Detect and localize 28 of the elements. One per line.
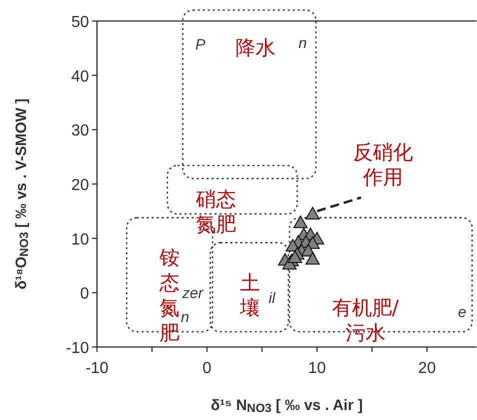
y-tick-label: -10: [66, 340, 90, 357]
point: [293, 216, 308, 228]
point: [288, 250, 302, 263]
annotation: P: [195, 36, 206, 54]
annotation: il: [268, 290, 276, 307]
annotation: 降水: [235, 36, 276, 60]
y-tick-label: 40: [71, 68, 90, 86]
annotation: e: [458, 304, 466, 321]
xlabel: δ¹⁵ N$_{NO3}$ [ ‰ vs . Air ]: [210, 397, 363, 415]
annotation: 有机肥/污水: [332, 295, 399, 344]
point: [305, 252, 320, 265]
point: [305, 206, 320, 220]
y-tick-label: 50: [71, 14, 90, 31]
x-tick-label: 0: [202, 360, 212, 377]
y-tick-label: 20: [71, 177, 90, 194]
y-tick-label: 0: [80, 286, 90, 303]
annotation: 硝态氮肥: [196, 187, 236, 236]
annotation: n: [180, 308, 190, 326]
annotation: 土壤: [240, 270, 260, 320]
y-tick-label: 30: [71, 122, 90, 140]
x-tick-label: -10: [85, 360, 109, 377]
annotation: 铵态氮肥: [160, 245, 180, 344]
annotation: n: [298, 34, 307, 52]
annotation: 反硝化作用: [353, 140, 413, 189]
y-tick-label: 10: [71, 231, 90, 248]
x-tick-label: 20: [418, 360, 436, 377]
annotation: zer: [182, 284, 204, 302]
x-tick-label: 10: [308, 360, 326, 377]
